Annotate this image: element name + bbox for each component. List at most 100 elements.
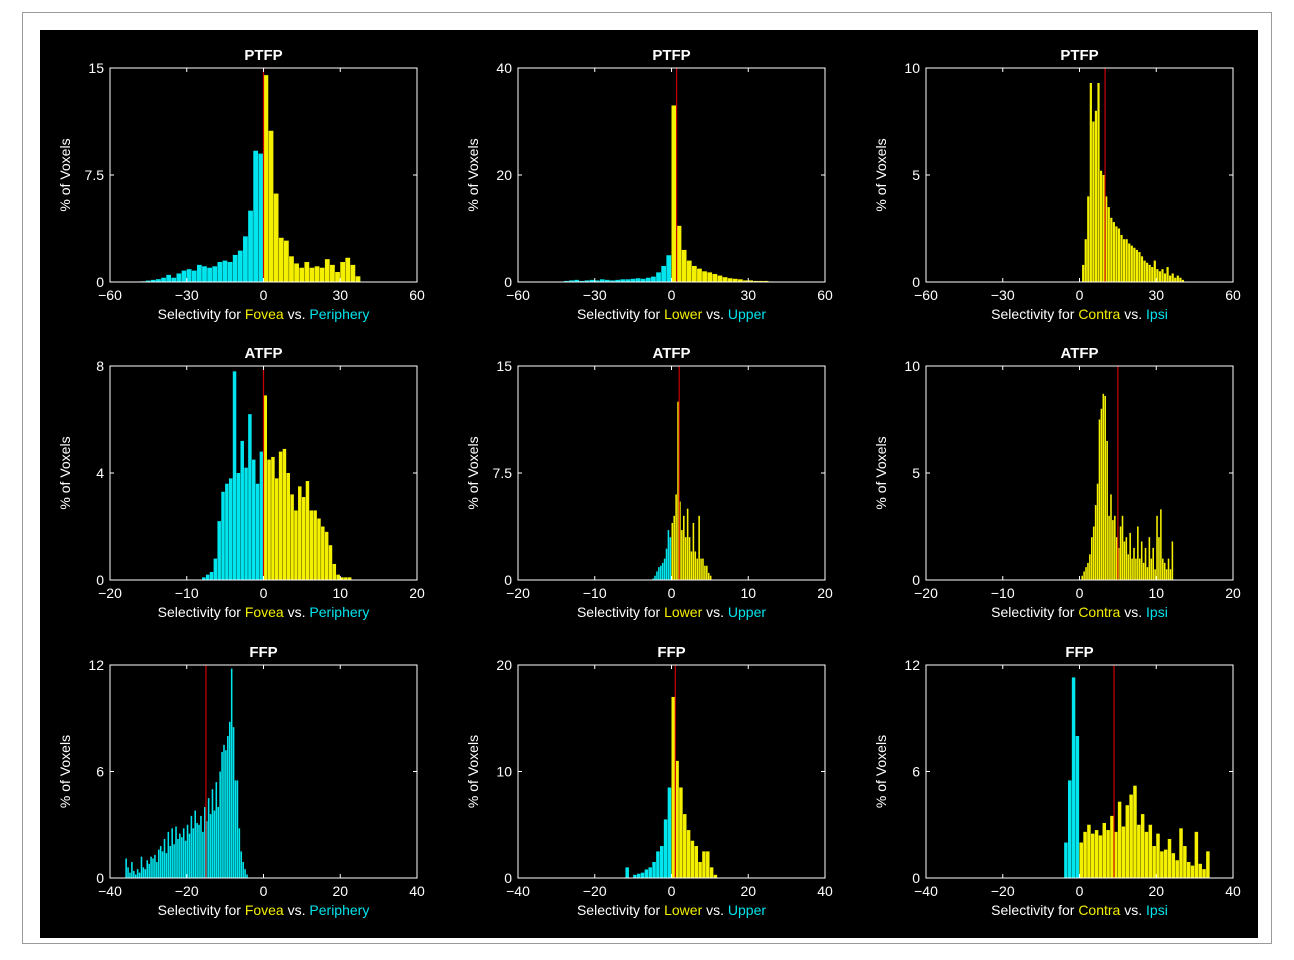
plot-3-bar [1084,239,1087,282]
plot-7-bar [159,846,162,878]
plot-6-bar [1091,537,1093,580]
plot-8-bar [667,787,672,878]
plot-7-x-tick-label: −20 [175,883,199,899]
plot-9-bar [1190,865,1195,878]
plot-9-bar [1091,833,1095,879]
plot-4-bar [294,510,298,580]
plot-1-bar [289,256,294,282]
plot-7-bar [188,833,191,879]
plot-5-bar [696,558,699,580]
plot-5-bar [694,551,697,580]
plot-2-bar [604,279,610,282]
plot-3-bar [1094,110,1098,282]
plot-4-bar [236,473,241,580]
plot-1-y-label: % of Voxels [57,138,73,211]
plot-5-bar [704,565,706,580]
plot-5-bar [698,515,700,580]
plot-6-bar [1081,575,1083,580]
plot-7-bar [215,782,218,878]
plot-5-bar [654,575,656,580]
plot-2-bar [686,260,692,282]
plot-5-bar [675,494,677,580]
plot-3-x-tick-label: −60 [914,287,938,303]
plot-5-bar [683,515,685,580]
plot-5-bar [665,548,668,580]
plot-5-bar [652,578,654,580]
plot-7-bar [138,872,141,878]
plot-9-y-tick-label: 0 [912,870,920,886]
plot-3-bar [1107,207,1110,282]
plot-2-bar [697,268,702,283]
plot-4-bar [321,526,325,580]
plot-7-bar [129,872,131,878]
plot-6-y-tick-label: 10 [904,358,920,374]
plot-3-bar [1089,82,1092,282]
plot-2-bar [569,280,574,282]
plot-4-bar [305,481,310,580]
plot-3-bar [1148,264,1151,282]
plot-6-bar [1104,395,1107,580]
plot-2-bar [707,272,713,282]
plot-3-bar [1120,234,1123,282]
plot-9-bar [1144,831,1149,878]
plot-1-bar [330,264,335,282]
plot-4-bar [244,467,248,580]
plot-8-bar [633,874,637,878]
plot-5-title: ATFP [652,345,690,362]
plot-3-bar [1140,256,1144,282]
plot-9-bar [1206,851,1210,879]
plot-1-bar [181,270,187,282]
plot-4-bar [202,577,206,580]
plot-4-bar [267,459,271,581]
plot-4-bar [275,478,279,580]
plot-2-bar [625,279,631,282]
plot-1-bar [355,276,361,282]
plot-5-bar [709,575,712,580]
plot-2-bar [589,279,595,282]
plot-9-bar [1167,838,1172,878]
plot-9-bar [1156,833,1160,879]
plot-1-bar [268,130,274,282]
plot-1-bar [176,273,182,282]
plot-1-bar [166,274,172,282]
plot-3-bar [1102,175,1105,282]
plot-4-y-tick-label: 8 [96,358,104,374]
plot-6-bar [1133,547,1135,580]
plot-3-bar [1166,267,1169,282]
plot-2-bar [717,275,723,282]
plot-2-bar [610,280,615,282]
plot-7-bar [236,780,239,879]
plot-6-bar [1102,393,1105,580]
plot-9-bar [1152,846,1156,878]
plot-5-bar [692,522,695,580]
plot-8-bar [675,760,679,878]
plot-3-bar [1117,228,1121,282]
plot-1-x-tick-label: −60 [98,287,122,303]
plot-4-bar [309,510,314,580]
plot-5-bar [656,571,658,580]
plot-3-bar [1179,277,1182,282]
plot-6-bar [1127,554,1130,580]
plot-9-bar [1186,862,1191,878]
plot-8-bar [698,862,702,878]
plot-4-y-label: % of Voxels [57,436,73,509]
plot-9-bar [1083,831,1087,878]
plot-2-bar [676,225,682,282]
plot-9-bar [1075,736,1080,878]
plot-6-bar [1167,558,1170,580]
plot-7-bar [230,668,233,878]
plot-3-y-tick-label: 10 [904,60,920,76]
plot-3-bar [1171,273,1174,282]
plot-2-bar [722,277,728,282]
plot-2-bar [599,279,605,282]
plot-3-bar [1092,121,1095,282]
plot-6-bar [1106,440,1108,580]
plot-7-bar [134,874,137,878]
plot-9-bar [1125,805,1130,878]
plot-1-bar [222,260,228,282]
plot-1-x-tick-label: 0 [260,287,268,303]
plot-6-bar [1162,558,1164,580]
plot-3-x-tick-label: 30 [1148,287,1164,303]
plot-7-bar [177,838,179,878]
